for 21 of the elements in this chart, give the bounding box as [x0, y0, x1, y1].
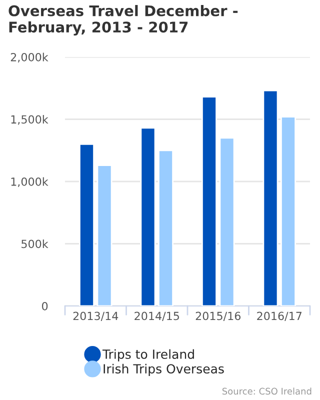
chart-title: Overseas Travel December - February, 2013 - 2017 — [8, 5, 238, 36]
x-tick-label: 2013/14 — [73, 312, 118, 322]
x-tick-label: 2014/15 — [134, 312, 179, 322]
y-tick-label: 2,000k — [10, 52, 48, 63]
legend-label: Irish Trips Overseas — [104, 364, 224, 376]
bar — [96, 164, 112, 306]
source-note: Source: CSO Ireland — [222, 388, 312, 395]
y-tick-label: 1,000k — [11, 177, 48, 188]
y-tick-label: 1,500k — [11, 115, 48, 125]
bar — [79, 143, 94, 306]
y-tick-label: 0 — [42, 302, 48, 310]
y-tick-label: 500k — [22, 240, 48, 248]
bar — [140, 127, 156, 306]
bar — [202, 96, 217, 306]
x-tick-label: 2015/16 — [196, 312, 241, 322]
bar — [262, 90, 278, 306]
bar — [219, 137, 235, 306]
x-tick-label: 2016/17 — [257, 312, 302, 322]
bar — [158, 150, 174, 306]
legend-label: Trips to Ireland — [102, 349, 194, 362]
bar — [280, 116, 296, 306]
